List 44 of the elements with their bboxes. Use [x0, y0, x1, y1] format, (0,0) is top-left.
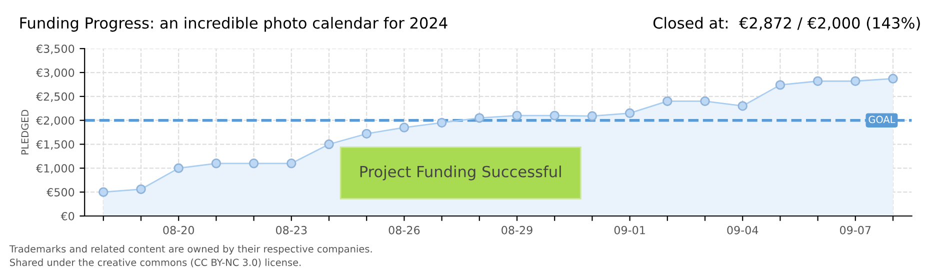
- point: [324, 139, 334, 150]
- point: [700, 96, 710, 106]
- y-tick-label: €500: [46, 188, 74, 196]
- chart-title: Funding Progress: an incredible photo calendar for 2024: [20, 16, 448, 32]
- point: [587, 111, 598, 121]
- ref-line-label: GOAL: [868, 116, 896, 124]
- point: [850, 76, 860, 86]
- x-tick-label: 08-29: [502, 226, 532, 234]
- y-tick-label: €3,500: [36, 44, 74, 54]
- y-tick-label: €2,000: [36, 116, 74, 126]
- x-tick-label: 09-01: [614, 226, 645, 234]
- y-tick-label: €1,000: [36, 164, 74, 174]
- point: [248, 158, 259, 168]
- x-tick-label: 09-04: [727, 226, 758, 234]
- chart-subtitle: Closed at: €2,872 / €2,000 (143%): [653, 16, 920, 31]
- point: [286, 158, 296, 168]
- point: [174, 163, 184, 174]
- y-axis-title: PLEDGED: [21, 110, 29, 154]
- text: Shared under the creative commons (CC BY-NC 3.0) license.: [10, 258, 301, 268]
- point: [98, 187, 108, 197]
- point: [738, 101, 748, 111]
- x-tick-label: 08-26: [388, 226, 420, 234]
- point: [888, 74, 898, 84]
- x-tick-label: 08-20: [163, 226, 194, 234]
- point: [662, 96, 672, 106]
- annotation: Project Funding Successful: [360, 166, 561, 180]
- point: [136, 184, 146, 194]
- point: [775, 80, 786, 90]
- point: [362, 128, 372, 139]
- point: [512, 110, 522, 120]
- y-tick-label: €2,500: [36, 92, 74, 102]
- x-tick-label: 08-23: [276, 226, 307, 234]
- y-tick-label: €1,500: [36, 140, 74, 150]
- point: [399, 122, 410, 132]
- point: [812, 76, 823, 86]
- y-tick-label: €0: [60, 212, 74, 220]
- x-tick-label: 09-07: [840, 226, 871, 234]
- point: [474, 113, 484, 123]
- point: [211, 158, 222, 168]
- point: [624, 108, 635, 118]
- point: [436, 118, 447, 128]
- y-tick-label: €3,000: [36, 68, 74, 78]
- point: [550, 110, 560, 120]
- text: Trademarks and related content are owned by their respective companies.: [9, 245, 372, 254]
